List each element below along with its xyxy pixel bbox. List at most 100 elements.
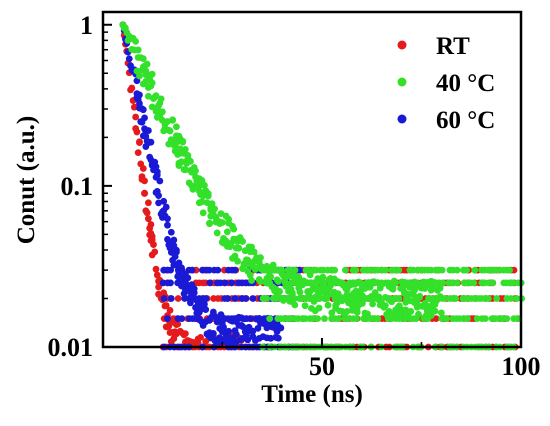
data-point [331,295,339,302]
data-point [160,295,168,302]
data-point [452,295,460,302]
data-point [370,279,378,287]
data-point [318,289,326,296]
data-point [160,197,168,205]
data-point [403,295,410,302]
data-point [463,266,471,274]
data-point [437,309,445,317]
data-point [195,315,203,323]
data-point [323,295,331,302]
data-point [148,70,156,78]
data-point [413,300,421,307]
data-point [506,266,513,274]
data-point [291,301,299,309]
data-point [249,327,257,335]
data-point [385,308,393,315]
data-point [181,330,189,338]
data-point [274,278,282,285]
data-point [343,307,351,315]
data-point [231,295,239,302]
data-point [164,215,171,223]
data-point [357,279,364,287]
data-point [471,266,479,274]
data-point [266,279,274,287]
data-point [198,198,206,206]
data-point [432,315,440,323]
data-point [141,114,148,122]
data-point [130,103,138,111]
data-point [331,266,339,274]
data-point [234,257,241,265]
data-point [206,220,213,228]
data-point [246,315,254,323]
data-point [246,271,254,279]
data-point [153,271,161,279]
data-point [202,306,210,313]
data-point [224,295,232,302]
data-point [385,295,392,302]
data-point [324,301,332,309]
data-point [144,127,152,134]
data-point [252,315,260,323]
data-point [430,279,438,287]
data-point [170,236,178,244]
legend-label: RT [436,33,470,60]
data-point [164,221,171,229]
data-point [263,295,271,302]
data-point [453,266,461,274]
legend-label: 60 °C [436,107,495,134]
data-point [301,302,309,310]
data-point [278,266,285,274]
plot-frame [101,10,523,349]
x-tick-label: 100 [502,352,541,381]
data-point [231,266,239,274]
data-point [202,295,210,302]
data-point [173,123,180,131]
data-point [244,336,252,344]
data-point [173,246,180,254]
data-point [181,145,189,153]
data-point [470,279,478,287]
data-point [464,315,471,323]
data-point [132,37,140,45]
data-point [156,177,164,185]
data-point [249,295,257,302]
data-point [218,219,226,226]
data-point [473,315,481,323]
data-point [424,315,432,323]
data-point [296,295,303,302]
data-point [341,266,349,274]
data-point [169,116,176,124]
legend-marker [397,40,407,50]
data-point [206,279,214,287]
data-point [431,307,439,315]
data-point [414,295,422,302]
data-point [128,84,136,92]
data-point [250,248,258,256]
data-point [353,315,360,323]
data-point [217,210,225,218]
data-point [152,163,160,171]
data-point [174,295,182,302]
data-point [291,295,298,302]
y-tick-label: 0.1 [61,172,94,201]
data-point [143,209,151,217]
data-point [150,241,157,248]
data-point [166,306,174,314]
series-1-points [119,21,526,351]
data-point [493,295,501,302]
data-point [166,127,174,135]
data-point [413,279,421,287]
data-point [239,323,247,330]
data-point [441,295,449,302]
data-point [228,315,236,323]
data-point [231,252,239,260]
data-point [167,228,175,236]
data-point [206,315,214,323]
data-point [167,279,174,287]
data-point [313,279,321,287]
data-point [254,324,262,332]
data-point [436,284,444,292]
data-point [141,189,148,197]
data-point [148,103,156,111]
